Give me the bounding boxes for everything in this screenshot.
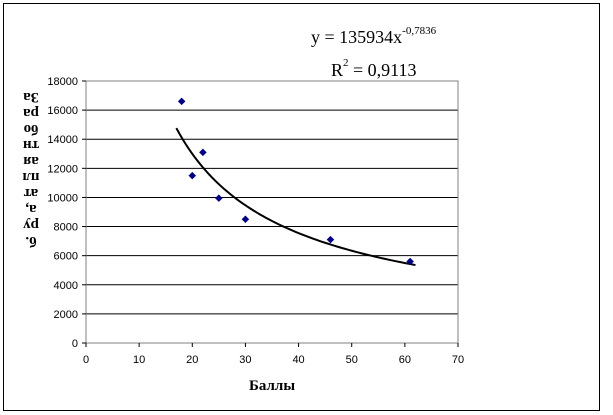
x-tick-label: 20 — [186, 354, 198, 366]
y-axis-ticks: 0 2000 4000 6000 8000 10000 12000 14000 16000 180… — [47, 76, 86, 350]
data-points — [177, 97, 415, 266]
data-point — [326, 235, 335, 244]
y-tick-label: 2000 — [54, 309, 78, 321]
data-point — [188, 171, 197, 180]
gridlines — [86, 80, 458, 315]
power-trendline — [175, 127, 416, 267]
x-tick-label: 40 — [292, 354, 304, 366]
y-axis-title-line: ра — [23, 105, 39, 121]
y-tick-label: 18000 — [47, 76, 78, 88]
x-axis-title: Баллы — [249, 378, 295, 394]
x-tick-label: 50 — [346, 354, 358, 366]
data-point — [241, 215, 250, 224]
r-squared-label: R2 = 0,9113 — [331, 57, 417, 80]
y-tick-label: 12000 — [47, 163, 78, 175]
trendline-equation: y = 135934x-0,7836 — [311, 25, 437, 47]
x-axis-ticks: 0 10 20 30 40 50 60 70 — [83, 343, 464, 366]
y-tick-label: 8000 — [54, 222, 78, 234]
y-axis-title-line: б. — [25, 233, 37, 249]
y-tick-label: 10000 — [47, 192, 78, 204]
y-axis-title-line: ру — [23, 217, 39, 233]
y-tick-label: 14000 — [47, 134, 78, 146]
x-tick-label: 0 — [83, 354, 89, 366]
y-axis-title-line: тн — [23, 137, 39, 153]
data-point — [215, 194, 223, 203]
y-axis-title-line: ая — [23, 153, 39, 169]
x-tick-label: 70 — [452, 354, 464, 366]
x-tick-label: 60 — [399, 354, 411, 366]
y-axis-title-line: ат — [23, 185, 38, 201]
plot-area — [85, 80, 459, 344]
y-tick-label: 16000 — [47, 105, 78, 117]
y-tick-label: 6000 — [54, 251, 78, 263]
x-tick-label: 10 — [133, 354, 145, 366]
y-tick-label: 4000 — [54, 280, 78, 292]
y-axis-title-line: бо — [24, 121, 39, 137]
data-point — [177, 97, 186, 106]
y-axis-title-line: а, — [25, 201, 37, 217]
y-axis-title-line: За — [23, 89, 39, 105]
x-tick-label: 30 — [239, 354, 251, 366]
data-point — [199, 148, 207, 157]
y-axis-title-line: пл — [22, 169, 40, 185]
data-point — [406, 257, 415, 266]
y-tick-label: 0 — [72, 338, 78, 350]
